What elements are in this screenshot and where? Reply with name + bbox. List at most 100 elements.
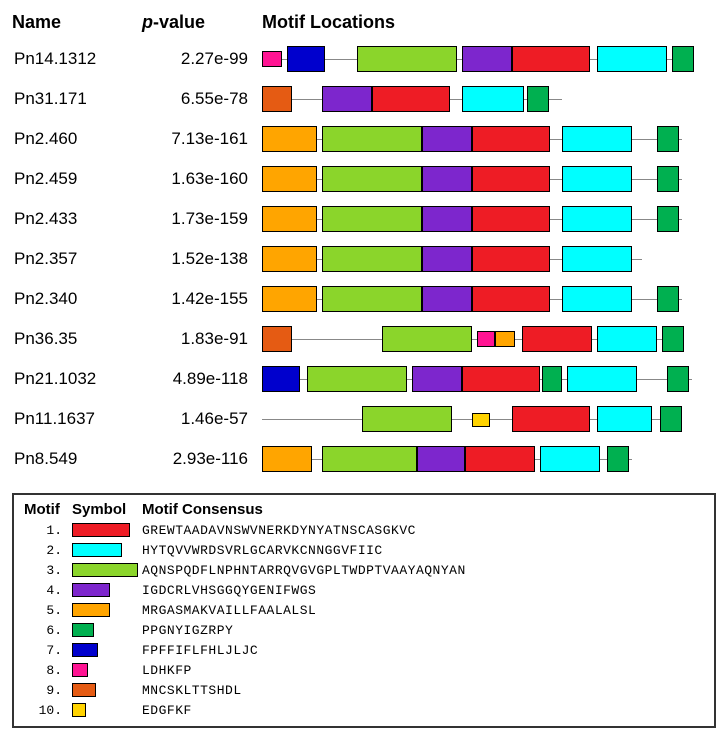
sequence-name: Pn2.460 [12, 129, 142, 149]
motif-block [262, 246, 317, 272]
motif-block [662, 326, 684, 352]
legend-item: 3.AQNSPQDFLNPHNTARRQVGVGPLTWDPTVAAYAQNYA… [24, 560, 704, 580]
motif-block [357, 46, 457, 72]
motif-block [465, 446, 535, 472]
motif-block [562, 286, 632, 312]
legend-number: 5. [24, 603, 72, 618]
motif-block [462, 46, 512, 72]
motif-block [597, 326, 657, 352]
motif-block [422, 286, 472, 312]
sequence-row: Pn2.4591.63e-160 [12, 159, 716, 199]
motif-block [262, 446, 312, 472]
p-value: 1.73e-159 [142, 209, 262, 229]
pvalue-italic: p [142, 12, 153, 32]
motif-block [522, 326, 592, 352]
legend-symbol [72, 543, 122, 557]
legend-symbol-cell [72, 643, 142, 657]
motif-block [422, 166, 472, 192]
legend-symbol [72, 623, 94, 637]
legend-item: 8.LDHKFP [24, 660, 704, 680]
motif-block [542, 366, 562, 392]
p-value: 1.42e-155 [142, 289, 262, 309]
p-value: 1.52e-138 [142, 249, 262, 269]
p-value: 1.46e-57 [142, 409, 262, 429]
legend-consensus: IGDCRLVHSGGQYGENIFWGS [142, 583, 704, 598]
motif-block [262, 86, 292, 112]
legend-symbol [72, 583, 110, 597]
legend-header-motif: Motif [24, 501, 72, 518]
legend-number: 10. [24, 703, 72, 718]
motif-block [472, 126, 550, 152]
motif-block [495, 331, 515, 347]
motif-track [262, 44, 716, 74]
legend-item: 4.IGDCRLVHSGGQYGENIFWGS [24, 580, 704, 600]
motif-block [322, 446, 417, 472]
sequence-name: Pn2.433 [12, 209, 142, 229]
sequence-name: Pn11.1637 [12, 409, 142, 429]
rows-container: Pn14.13122.27e-99Pn31.1716.55e-78Pn2.460… [12, 39, 716, 479]
sequence-name: Pn2.459 [12, 169, 142, 189]
motif-block [422, 126, 472, 152]
motif-block [287, 46, 325, 72]
motif-block [412, 366, 462, 392]
legend-symbol-cell [72, 703, 142, 717]
motif-block [422, 246, 472, 272]
p-value: 2.93e-116 [142, 449, 262, 469]
legend-consensus: PPGNYIGZRPY [142, 623, 704, 638]
legend-number: 6. [24, 623, 72, 638]
motif-block [262, 326, 292, 352]
motif-block [472, 413, 490, 427]
motif-block [472, 166, 550, 192]
legend-item: 5. MRGASMAKVAILLFAALALSL [24, 600, 704, 620]
legend-item: 2. HYTQVVWRDSVRLGCARVKCNNGGVFIIC [24, 540, 704, 560]
header-pvalue: p-value [142, 12, 262, 33]
motif-block [472, 206, 550, 232]
motif-block [472, 246, 550, 272]
legend-consensus: MRGASMAKVAILLFAALALSL [142, 603, 704, 618]
legend-header: Motif Symbol Motif Consensus [24, 501, 704, 518]
legend-symbol-cell [72, 683, 142, 697]
motif-block [567, 366, 637, 392]
p-value: 1.63e-160 [142, 169, 262, 189]
legend-header-symbol: Symbol [72, 501, 142, 518]
motif-block [322, 286, 422, 312]
header-name: Name [12, 12, 142, 33]
sequence-row: Pn2.3401.42e-155 [12, 279, 716, 319]
sequence-row: Pn2.4607.13e-161 [12, 119, 716, 159]
motif-block [262, 166, 317, 192]
legend-symbol [72, 663, 88, 677]
motif-block [322, 206, 422, 232]
p-value: 1.83e-91 [142, 329, 262, 349]
legend-number: 8. [24, 663, 72, 678]
legend-number: 2. [24, 543, 72, 558]
motif-block [322, 166, 422, 192]
sequence-row: Pn21.10324.89e-118 [12, 359, 716, 399]
legend-symbol [72, 683, 96, 697]
motif-block [422, 206, 472, 232]
legend-items: 1.GREWTAADAVNSWVNERKDYNYATNSCASGKVC2.HYT… [24, 520, 704, 720]
motif-block [657, 286, 679, 312]
motif-block [262, 286, 317, 312]
motif-block [307, 366, 407, 392]
p-value: 6.55e-78 [142, 89, 262, 109]
legend-consensus: HYTQVVWRDSVRLGCARVKCNNGGVFIIC [142, 543, 704, 558]
legend-symbol [72, 643, 98, 657]
sequence-name: Pn2.357 [12, 249, 142, 269]
motif-track [262, 204, 716, 234]
motif-block [362, 406, 452, 432]
legend-item: 10.EDGFKF [24, 700, 704, 720]
sequence-row: Pn2.3571.52e-138 [12, 239, 716, 279]
motif-block [540, 446, 600, 472]
motif-block [597, 46, 667, 72]
motif-track [262, 244, 716, 274]
legend-number: 3. [24, 563, 72, 578]
motif-block [382, 326, 472, 352]
legend-header-consensus: Motif Consensus [142, 501, 704, 518]
motif-track [262, 404, 716, 434]
motif-block [262, 51, 282, 67]
motif-block [462, 86, 524, 112]
motif-block [512, 46, 590, 72]
legend-box: Motif Symbol Motif Consensus 1.GREWTAADA… [12, 493, 716, 728]
motif-block [322, 86, 372, 112]
legend-symbol [72, 563, 138, 577]
